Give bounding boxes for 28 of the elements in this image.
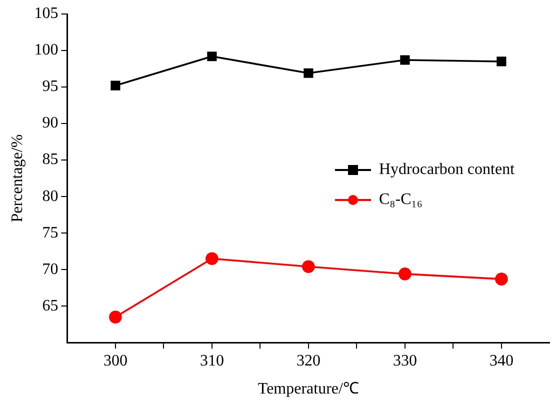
point <box>495 272 508 286</box>
point <box>207 52 217 62</box>
point <box>110 80 120 90</box>
x-tick-label: 330 <box>392 352 417 370</box>
point <box>304 68 314 78</box>
x-tick-label: 310 <box>200 352 224 370</box>
y-tick-label: 75 <box>42 224 58 242</box>
y-tick-label: 70 <box>42 260 58 278</box>
x-tick-label: 300 <box>103 352 128 370</box>
point <box>496 56 506 66</box>
y-tick-label: 95 <box>42 78 58 96</box>
x-tick-label: 340 <box>489 352 514 370</box>
y-tick-label: 65 <box>42 297 58 314</box>
point <box>302 260 315 274</box>
y-tick-label: 80 <box>42 188 58 205</box>
y-tick-label: 105 <box>34 5 58 22</box>
y-tick-label: 85 <box>42 151 58 168</box>
x-tick-label: 320 <box>296 352 320 370</box>
y-axis-title: Percentage/% <box>8 134 26 222</box>
y-tick-label: 100 <box>34 42 58 59</box>
legend-label: C₈-C₁₆ <box>379 191 422 209</box>
point <box>109 310 122 324</box>
x-axis-title: Temperature/℃ <box>258 380 359 398</box>
point <box>400 55 410 65</box>
point <box>206 252 218 266</box>
y-tick-label: 90 <box>42 114 58 132</box>
point <box>398 268 412 280</box>
legend-label: Hydrocarbon content <box>379 161 515 179</box>
